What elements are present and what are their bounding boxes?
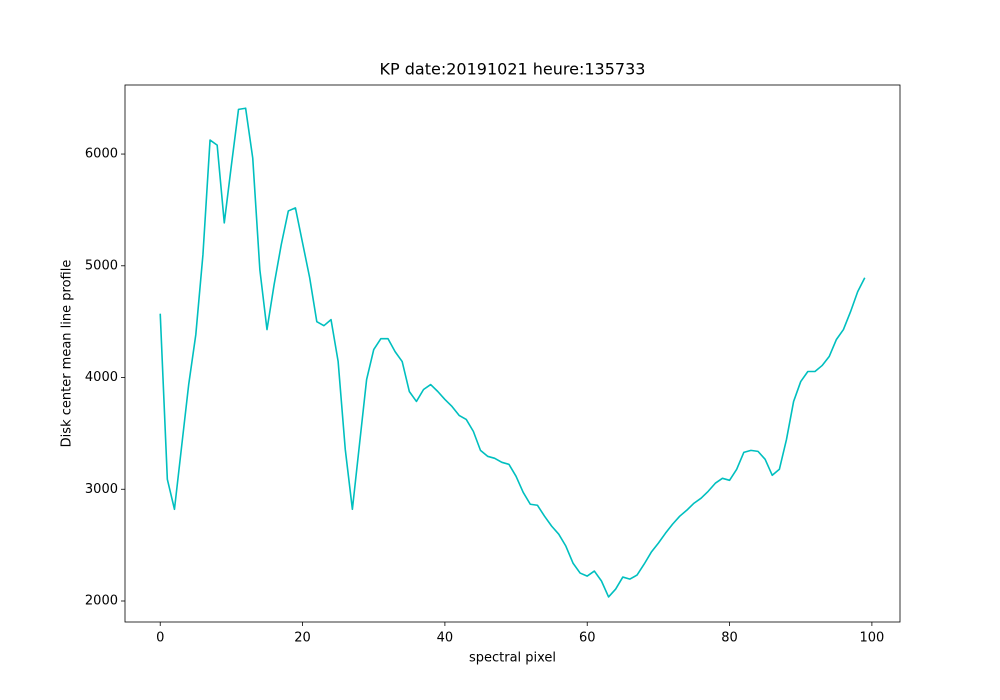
- x-tick-label: 0: [156, 631, 164, 646]
- y-tick-label: 4000: [85, 370, 118, 385]
- x-tick-label: 100: [859, 631, 884, 646]
- chart-title: KP date:20191021 heure:135733: [380, 60, 646, 79]
- y-axis-label: Disk center mean line profile: [60, 260, 75, 448]
- y-tick-label: 5000: [85, 258, 118, 273]
- y-tick-label: 3000: [85, 482, 118, 497]
- x-tick-label: 20: [294, 631, 311, 646]
- data-line: [159, 107, 866, 598]
- plot-frame: [124, 84, 901, 623]
- x-axis-label: spectral pixel: [469, 651, 556, 666]
- x-tick-label: 40: [437, 631, 454, 646]
- x-tick-label: 60: [579, 631, 596, 646]
- y-tick-label: 2000: [85, 593, 118, 608]
- x-tick-label: 80: [721, 631, 738, 646]
- y-tick-label: 6000: [85, 147, 118, 162]
